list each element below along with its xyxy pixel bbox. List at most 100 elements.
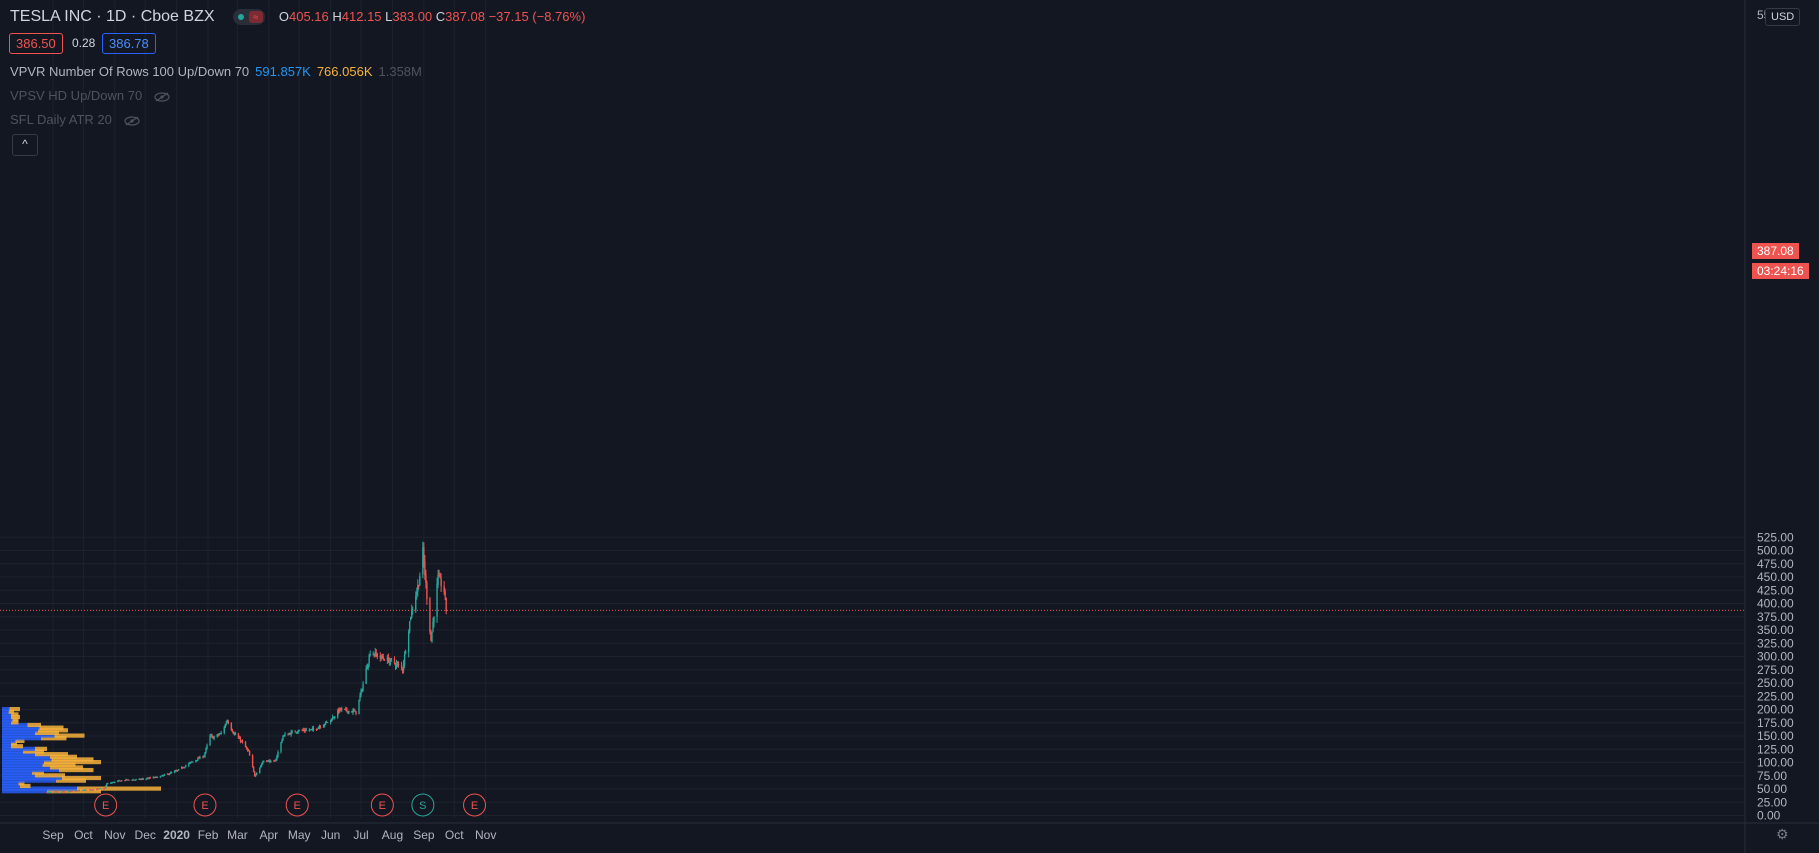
candle-body (152, 777, 155, 779)
collapse-legend-button[interactable]: ^ (12, 134, 38, 156)
volume-profile-bar-down (27, 722, 41, 728)
candle-body (113, 781, 115, 783)
candle-body (125, 779, 127, 781)
candle-body (375, 653, 377, 655)
candle-body (240, 740, 243, 742)
market-status-toggle[interactable]: ≈ (232, 9, 265, 26)
candle-body (90, 789, 93, 791)
candle-body (276, 755, 278, 760)
volume-profile-bar-up (2, 781, 19, 786)
volume-profile-bar-up (2, 762, 43, 767)
eye-hidden-icon[interactable] (123, 115, 140, 126)
candle-body (199, 756, 201, 759)
volume-profile-bar-down (59, 767, 94, 773)
candle-body (216, 734, 218, 737)
candle-body (358, 699, 360, 715)
high-value: 412.15 (341, 9, 382, 24)
indicator-atr[interactable]: SFL Daily ATR 20 (10, 112, 140, 127)
bid-button[interactable]: 386.50 (9, 33, 63, 54)
candle-body (359, 695, 361, 699)
candle-body (120, 780, 122, 782)
candle-body (234, 733, 237, 735)
time-tick-label: Jun (321, 828, 340, 842)
candle-body (310, 728, 313, 730)
currency-label[interactable]: USD (1765, 8, 1801, 26)
candle-body (102, 788, 105, 790)
candle-body (92, 789, 95, 791)
candle-body (56, 791, 58, 793)
event-marker-icon[interactable] (463, 793, 487, 817)
candle-body (346, 708, 348, 712)
candle-body (444, 591, 446, 597)
price-tick-label: 325.00 (1757, 636, 1794, 650)
candle-body (247, 749, 250, 752)
candle-body (85, 789, 88, 791)
volume-profile-bar-up (2, 744, 11, 749)
time-tick-label: May (288, 828, 311, 842)
candle-body (139, 778, 141, 780)
volume-profile-bar-down (11, 714, 20, 720)
candle-body (312, 727, 315, 730)
eye-hidden-icon[interactable] (154, 91, 170, 102)
candle-body (368, 655, 370, 664)
candle-body (218, 734, 220, 736)
candle-body (212, 736, 214, 739)
candle-body (269, 760, 271, 763)
indicator-vpvr[interactable]: VPVR Number Of Rows 100 Up/Down 70 591.85… (10, 64, 422, 79)
candle-body (239, 738, 242, 742)
candle-body (302, 729, 304, 731)
volume-profile-bar-up (2, 757, 52, 762)
candle-body (173, 771, 176, 773)
candle-body (133, 779, 135, 781)
candle-body (411, 610, 413, 618)
candle-body (155, 776, 158, 778)
time-tick-label: Nov (104, 828, 125, 842)
volume-profile-bar-down (35, 752, 68, 757)
candle-body (432, 622, 434, 632)
candle-body (81, 789, 84, 791)
candles (46, 541, 447, 794)
candle-body (426, 582, 428, 600)
candle-body (161, 775, 164, 777)
candle-body (308, 729, 311, 731)
price-tick-label: 175.00 (1757, 716, 1794, 730)
ask-button[interactable]: 386.78 (102, 33, 156, 54)
candle-body (177, 769, 180, 771)
candle-body (175, 770, 178, 772)
gear-icon[interactable]: ⚙ (1776, 826, 1789, 842)
candle-body (354, 710, 356, 712)
event-marker-icon[interactable] (370, 793, 394, 817)
candle-body (195, 760, 197, 762)
volume-profile-bar-down (32, 770, 44, 775)
candle-body (213, 736, 215, 739)
event-marker-icon[interactable] (411, 793, 435, 817)
event-marker-icon[interactable] (285, 793, 309, 817)
candle-body (298, 730, 300, 732)
candle-body (393, 659, 396, 664)
candle-body (437, 574, 439, 585)
candle-body (223, 727, 225, 733)
candle-body (245, 747, 248, 749)
candle-body (416, 591, 418, 596)
candle-body (316, 728, 319, 730)
change-value: −37.15 (−8.76%) (488, 9, 586, 24)
price-tick-label: 300.00 (1757, 650, 1794, 664)
event-marker-icon[interactable] (94, 793, 118, 817)
time-tick-label: Aug (382, 828, 403, 842)
symbol-title[interactable]: TESLA INC · 1D · Cboe BZX (10, 8, 215, 25)
event-marker-icon[interactable] (193, 793, 217, 817)
candle-body (180, 767, 183, 769)
candle-body (262, 762, 264, 764)
candle-body (438, 575, 440, 577)
candle-body (127, 779, 129, 781)
candle-body (445, 597, 447, 612)
candle-body (188, 763, 190, 766)
candle-body (283, 735, 285, 737)
candle-body (244, 741, 247, 748)
candle-body (267, 760, 269, 762)
candle-body (104, 785, 107, 789)
volume-profile-bar-up (2, 714, 11, 720)
indicator-vpsv[interactable]: VPSV HD Up/Down 70 (10, 88, 170, 103)
